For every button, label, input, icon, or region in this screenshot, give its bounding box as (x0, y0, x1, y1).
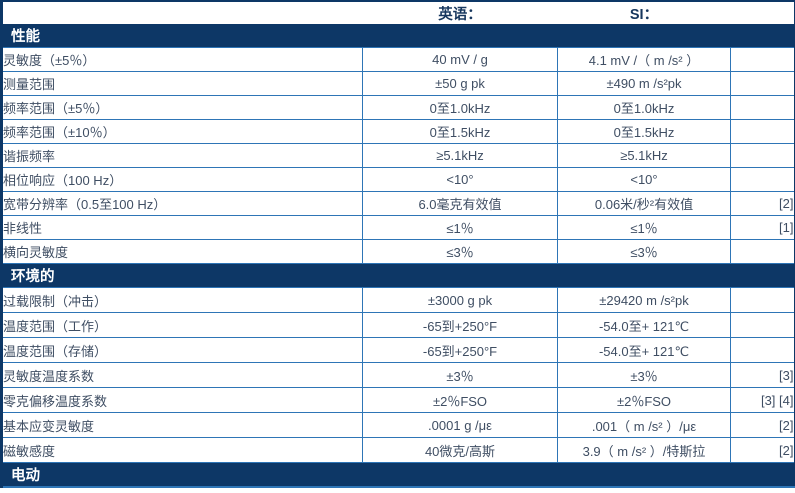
note-ref (730, 287, 795, 313)
english-value: ±3％ (362, 362, 558, 388)
si-value: ±29420 m /s²pk (557, 287, 731, 313)
table-row: 过载限制（冲击） ±3000 g pk ±29420 m /s²pk (1, 287, 795, 313)
english-value: .0001 g /με (362, 412, 558, 438)
spec-label: 宽带分辨率（0.5至100 Hz） (1, 191, 363, 216)
note-ref (730, 119, 795, 144)
spec-label: 温度范围（存储） (1, 337, 363, 363)
section-header-row: 电动 (1, 462, 795, 488)
si-value: ±2％FSO (557, 387, 731, 413)
si-value: 4.1 mV /（ m /s² ） (557, 47, 731, 72)
english-value: ±2％FSO (362, 387, 558, 413)
english-column-header: 英语： (362, 1, 558, 24)
si-value: 3.9（ m /s² ）/特斯拉 (557, 437, 731, 463)
note-ref (730, 337, 795, 363)
spec-label: 磁敏感度 (1, 437, 363, 463)
note-ref (730, 47, 795, 72)
note-ref: [1] (730, 215, 795, 240)
english-value: 6.0毫克有效值 (362, 191, 558, 216)
english-value: ≥5.1kHz (362, 143, 558, 168)
english-value: ±50 g pk (362, 71, 558, 96)
table-row: 横向灵敏度 ≤3％ ≤3％ (1, 239, 795, 264)
note-ref: [3] [4] (730, 387, 795, 413)
si-value: ≤1％ (557, 215, 731, 240)
si-value: ≤3％ (557, 239, 731, 264)
table-row: 宽带分辨率（0.5至100 Hz） 6.0毫克有效值 0.06米/秒²有效值 [2] (1, 191, 795, 216)
table-row: 频率范围（±5％） 0至1.0kHz 0至1.0kHz (1, 95, 795, 120)
spec-label: 温度范围（工作） (1, 312, 363, 338)
note-ref (730, 167, 795, 192)
note-ref (730, 312, 795, 338)
english-value: 40 mV / g (362, 47, 558, 72)
spec-label: 测量范围 (1, 71, 363, 96)
table-row: 非线性 ≤1％ ≤1％ [1] (1, 215, 795, 240)
table-row: 温度范围（存储） -65到+250°F -54.0至+ 121℃ (1, 337, 795, 363)
spec-label: 非线性 (1, 215, 363, 240)
table-row: 温度范围（工作） -65到+250°F -54.0至+ 121℃ (1, 312, 795, 338)
section-title: 性能 (1, 24, 795, 48)
si-value: .001（ m /s² ）/με (557, 412, 731, 438)
english-value: -65到+250°F (362, 312, 558, 338)
table-row: 测量范围 ±50 g pk ±490 m /s²pk (1, 71, 795, 96)
si-value: -54.0至+ 121℃ (557, 337, 731, 363)
section-title: 电动 (1, 462, 795, 488)
spec-label: 谐振频率 (1, 143, 363, 168)
spec-label: 过载限制（冲击） (1, 287, 363, 313)
note-ref: [2] (730, 437, 795, 463)
si-value: ±3％ (557, 362, 731, 388)
table-row: 灵敏度（±5％） 40 mV / g 4.1 mV /（ m /s² ） (1, 47, 795, 72)
spec-label: 横向灵敏度 (1, 239, 363, 264)
english-value: 0至1.5kHz (362, 119, 558, 144)
note-ref (730, 239, 795, 264)
table-row: 基本应变灵敏度 .0001 g /με .001（ m /s² ）/με [2] (1, 412, 795, 438)
si-value: 0至1.5kHz (557, 119, 731, 144)
english-value: ≤3％ (362, 239, 558, 264)
table-header: 英语： SI： (1, 1, 795, 24)
english-value: -65到+250°F (362, 337, 558, 363)
table-body: 性能 灵敏度（±5％） 40 mV / g 4.1 mV /（ m /s² ）测量范围… (1, 24, 795, 488)
si-value: ±490 m /s²pk (557, 71, 731, 96)
table-row: 零克偏移温度系数 ±2％FSO ±2％FSO [3] [4] (1, 387, 795, 413)
spec-label: 频率范围（±5％） (1, 95, 363, 120)
english-value: <10° (362, 167, 558, 192)
spec-label: 灵敏度温度系数 (1, 362, 363, 388)
table-row: 频率范围（±10％） 0至1.5kHz 0至1.5kHz (1, 119, 795, 144)
si-value: ≥5.1kHz (557, 143, 731, 168)
spec-label: 相位响应（100 Hz） (1, 167, 363, 192)
note-ref (730, 95, 795, 120)
si-column-header: SI： (557, 1, 731, 24)
section-header-row: 环境的 (1, 263, 795, 288)
note-column-header (730, 1, 795, 24)
note-ref: [3] (730, 362, 795, 388)
table-row: 相位响应（100 Hz） <10° <10° (1, 167, 795, 192)
table-row: 谐振频率 ≥5.1kHz ≥5.1kHz (1, 143, 795, 168)
note-ref (730, 143, 795, 168)
spec-label: 频率范围（±10％） (1, 119, 363, 144)
section-title: 环境的 (1, 263, 795, 288)
table-row: 磁敏感度 40微克/高斯 3.9（ m /s² ）/特斯拉 [2] (1, 437, 795, 463)
spec-label: 基本应变灵敏度 (1, 412, 363, 438)
header-row: 英语： SI： (1, 1, 795, 24)
english-value: 0至1.0kHz (362, 95, 558, 120)
si-value: -54.0至+ 121℃ (557, 312, 731, 338)
si-value: 0至1.0kHz (557, 95, 731, 120)
si-value: 0.06米/秒²有效值 (557, 191, 731, 216)
table-row: 灵敏度温度系数 ±3％ ±3％ [3] (1, 362, 795, 388)
spec-label: 灵敏度（±5％） (1, 47, 363, 72)
si-value: <10° (557, 167, 731, 192)
english-value: ±3000 g pk (362, 287, 558, 313)
section-header-row: 性能 (1, 24, 795, 48)
english-value: ≤1％ (362, 215, 558, 240)
label-column-header (1, 1, 363, 24)
note-ref: [2] (730, 191, 795, 216)
note-ref: [2] (730, 412, 795, 438)
note-ref (730, 71, 795, 96)
spec-label: 零克偏移温度系数 (1, 387, 363, 413)
english-value: 40微克/高斯 (362, 437, 558, 463)
